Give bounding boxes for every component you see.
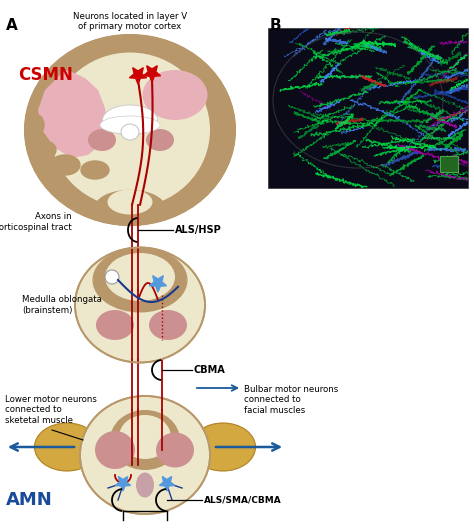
Text: AMN: AMN — [6, 491, 53, 509]
Text: CSMN: CSMN — [18, 66, 73, 84]
Ellipse shape — [143, 70, 208, 120]
Text: Axons in
corticospinal tract: Axons in corticospinal tract — [0, 212, 72, 232]
Ellipse shape — [92, 248, 188, 313]
Ellipse shape — [25, 35, 235, 225]
Text: B: B — [270, 18, 282, 33]
Ellipse shape — [50, 155, 80, 175]
Ellipse shape — [34, 141, 56, 159]
Ellipse shape — [105, 253, 175, 301]
Ellipse shape — [102, 105, 157, 135]
Polygon shape — [149, 276, 166, 292]
Text: CBMA: CBMA — [194, 365, 226, 375]
Ellipse shape — [156, 433, 194, 468]
Ellipse shape — [149, 310, 187, 340]
Ellipse shape — [50, 52, 210, 207]
Polygon shape — [115, 477, 131, 491]
Ellipse shape — [88, 129, 116, 151]
Text: Lower motor neurons
connected to
sketetal muscle: Lower motor neurons connected to sketeta… — [5, 395, 97, 425]
Text: Medulla oblongata
(brainstem): Medulla oblongata (brainstem) — [22, 295, 102, 315]
FancyBboxPatch shape — [268, 28, 468, 188]
Ellipse shape — [110, 410, 180, 470]
Ellipse shape — [35, 423, 100, 471]
Ellipse shape — [108, 189, 153, 214]
Ellipse shape — [26, 114, 44, 136]
Polygon shape — [38, 70, 108, 158]
Ellipse shape — [121, 124, 139, 140]
Ellipse shape — [96, 310, 134, 340]
Polygon shape — [129, 68, 146, 84]
Ellipse shape — [146, 129, 174, 151]
Ellipse shape — [95, 431, 135, 469]
Text: ALS/HSP: ALS/HSP — [175, 225, 222, 235]
Text: A: A — [6, 18, 18, 33]
Text: ALS/SMA/CBMA: ALS/SMA/CBMA — [204, 496, 282, 505]
Text: Neurons located in layer V
of primary motor cortex: Neurons located in layer V of primary mo… — [73, 12, 187, 31]
FancyBboxPatch shape — [440, 156, 458, 172]
Circle shape — [105, 270, 119, 284]
Ellipse shape — [136, 472, 154, 497]
Ellipse shape — [119, 415, 171, 459]
Ellipse shape — [100, 116, 160, 134]
Polygon shape — [159, 477, 174, 491]
Ellipse shape — [75, 248, 205, 362]
Ellipse shape — [191, 423, 255, 471]
Ellipse shape — [80, 396, 210, 514]
Ellipse shape — [95, 190, 165, 225]
Ellipse shape — [81, 161, 109, 179]
Text: Bulbar motor neurons
connected to
facial muscles: Bulbar motor neurons connected to facial… — [244, 385, 338, 415]
Polygon shape — [144, 66, 161, 82]
